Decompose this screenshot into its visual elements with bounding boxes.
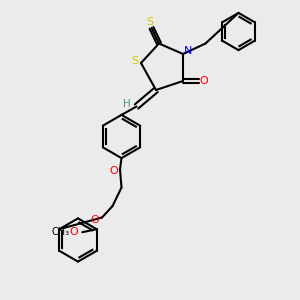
Text: N: N: [184, 46, 193, 56]
Text: O: O: [109, 166, 118, 176]
Text: CH₃: CH₃: [52, 227, 70, 237]
Text: O: O: [70, 227, 78, 237]
Text: S: S: [131, 56, 138, 67]
Text: H: H: [123, 99, 131, 109]
Text: S: S: [146, 17, 154, 27]
Text: O: O: [90, 215, 99, 225]
Text: O: O: [200, 76, 208, 86]
